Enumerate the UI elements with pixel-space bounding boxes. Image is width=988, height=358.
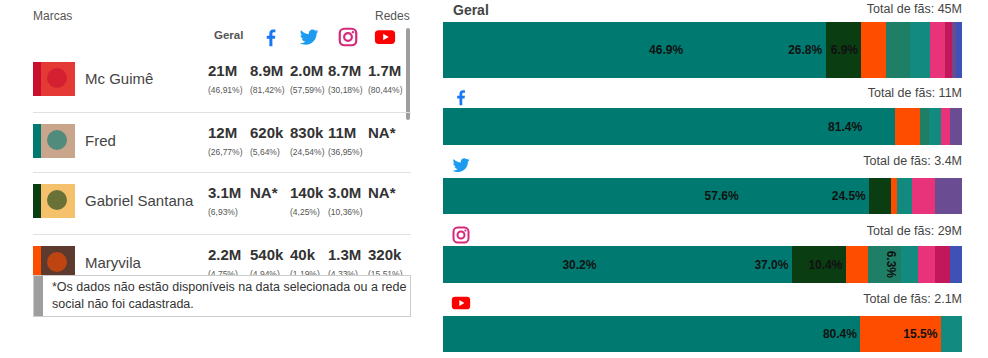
html-text:(26,77%): (26,77%) <box>208 147 243 157</box>
html-text:3.0M: 3.0M <box>328 184 362 201</box>
html-text:(80,44%): (80,44%) <box>368 85 403 95</box>
svg-text:26.8%: 26.8% <box>788 43 822 57</box>
html-text:(1,19%): (1,19%) <box>290 269 320 279</box>
html-text:Redes: Redes <box>375 9 410 23</box>
html-text:540k: 540k <box>250 246 284 263</box>
html-text:(6,93%): (6,93%) <box>208 207 238 217</box>
html-text:Total de fãs: 29M: Total de fãs: 29M <box>866 224 962 238</box>
html-text:(10,36%): (10,36%) <box>328 207 363 217</box>
svg-text:10.4%: 10.4% <box>808 258 842 272</box>
html-text:620k: 620k <box>250 124 284 141</box>
html-text:2.2M: 2.2M <box>208 246 242 263</box>
html-text:Marcas: Marcas <box>33 9 73 23</box>
html-text:1.7M: 1.7M <box>368 62 402 79</box>
html-text:1.3M: 1.3M <box>328 246 362 263</box>
html-text:320k: 320k <box>368 246 402 263</box>
html-text:NA*: NA* <box>368 124 396 141</box>
html-text:Geral: Geral <box>453 2 489 18</box>
html-text:Total de fãs: 3.4M: Total de fãs: 3.4M <box>863 154 962 168</box>
html-text:(81,42%): (81,42%) <box>250 85 285 95</box>
html-text:11M: 11M <box>328 124 357 141</box>
html-text:21M: 21M <box>208 62 238 79</box>
html-text:830k: 830k <box>290 124 324 141</box>
html-text:Maryvila: Maryvila <box>85 254 141 271</box>
html-text:Mc Guimê: Mc Guimê <box>85 70 154 87</box>
html-text:(4,25%): (4,25%) <box>290 207 320 217</box>
html-text:(30,18%): (30,18%) <box>328 85 363 95</box>
html-text:2.0M: 2.0M <box>290 62 324 79</box>
html-text:Gabriel Santana: Gabriel Santana <box>85 192 194 209</box>
html-text:Total de fãs: 11M: Total de fãs: 11M <box>867 86 962 100</box>
svg-text:80.4%: 80.4% <box>823 327 857 341</box>
html-text:(46,91%): (46,91%) <box>208 85 243 95</box>
svg-text:15.5%: 15.5% <box>903 327 937 341</box>
html-text:(4,33%): (4,33%) <box>328 269 358 279</box>
svg-text:30.2%: 30.2% <box>562 258 596 272</box>
html-text:Geral: Geral <box>214 29 244 41</box>
svg-text:6.3%: 6.3% <box>884 251 898 279</box>
html-text:NA*: NA* <box>250 184 278 201</box>
html-text:(36,95%): (36,95%) <box>328 147 363 157</box>
html-text:(4,94%): (4,94%) <box>250 269 280 279</box>
svg-text:57.6%: 57.6% <box>705 189 739 203</box>
html-text:NA*: NA* <box>368 184 396 201</box>
html-text:(57,59%): (57,59%) <box>290 85 325 95</box>
html-text:Total de fãs: 45M: Total de fãs: 45M <box>866 2 962 16</box>
html-text:8.7M: 8.7M <box>328 62 362 79</box>
html-text:3.1M: 3.1M <box>208 184 242 201</box>
html-text:Total de fãs: 2.1M: Total de fãs: 2.1M <box>863 292 962 306</box>
html-text:12M: 12M <box>208 124 238 141</box>
html-text:(24,54%): (24,54%) <box>290 147 325 157</box>
svg-text:46.9%: 46.9% <box>649 43 683 57</box>
svg-text:6.9%: 6.9% <box>831 43 859 57</box>
svg-text:37.0%: 37.0% <box>754 258 788 272</box>
html-text:Fred: Fred <box>85 132 116 149</box>
html-text:(5,64%): (5,64%) <box>250 147 280 157</box>
html-text:140k: 140k <box>290 184 324 201</box>
html-text:8.9M: 8.9M <box>250 62 284 79</box>
html-text:(4,75%): (4,75%) <box>208 269 238 279</box>
html-text:40k: 40k <box>290 246 315 263</box>
svg-text:24.5%: 24.5% <box>832 189 866 203</box>
html-text:(15,51%): (15,51%) <box>368 269 403 279</box>
svg-text:81.4%: 81.4% <box>828 120 862 134</box>
html-text:*Os dados não estão disponívei: *Os dados não estão disponíveis na data … <box>52 280 407 311</box>
